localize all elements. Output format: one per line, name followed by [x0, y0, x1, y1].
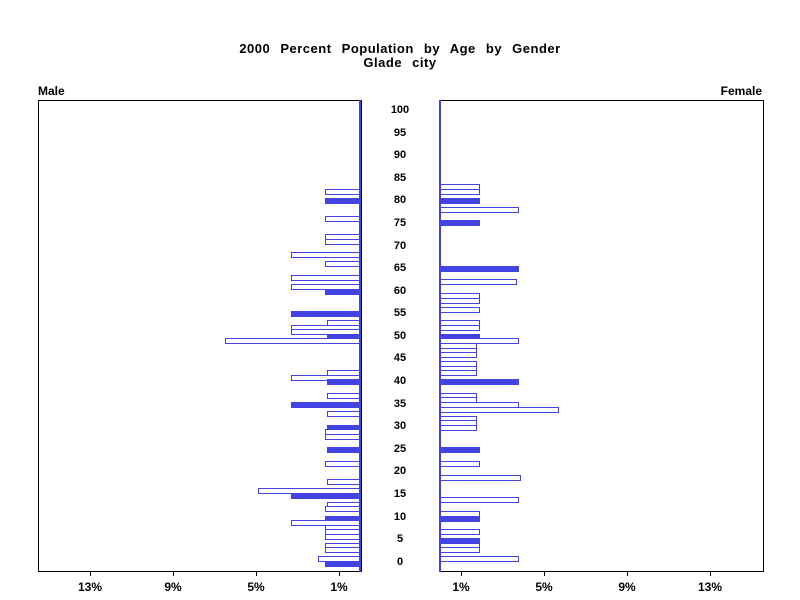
bar-female-age-52 — [440, 324, 480, 331]
bar-male-age-68 — [291, 252, 360, 259]
bar-male-age-12 — [325, 506, 360, 513]
age-tick-10: 10 — [393, 510, 407, 523]
age-tick-90: 90 — [393, 149, 407, 162]
bar-female-age-80 — [440, 197, 480, 204]
age-tick-85: 85 — [393, 171, 407, 184]
age-tick-100: 100 — [390, 104, 410, 116]
age-tick-50: 50 — [393, 329, 407, 342]
age-tick-75: 75 — [393, 216, 407, 229]
bar-male-age-25 — [327, 447, 360, 454]
bar-female-age-7 — [440, 529, 480, 536]
bar-male-age-66 — [325, 261, 360, 268]
age-tick-25: 25 — [393, 442, 407, 455]
bar-female-age-40 — [440, 379, 519, 386]
bar-male-age-49 — [225, 338, 360, 345]
bar-male-age-37 — [327, 392, 360, 399]
bar-male-age-28 — [325, 433, 360, 440]
pct-label-male-13: 13% — [77, 580, 103, 594]
pct-label-female-5: 5% — [535, 580, 553, 594]
age-tick-80: 80 — [393, 194, 407, 207]
bar-female-age-62 — [440, 279, 517, 286]
chart-subtitle: Glade city — [363, 55, 437, 70]
age-tick-45: 45 — [393, 352, 407, 365]
age-tick-15: 15 — [393, 487, 407, 500]
bar-male-age-80 — [325, 197, 360, 204]
bar-male-age-60 — [325, 288, 360, 295]
bar-female-age-58 — [440, 297, 480, 304]
bar-male-age-76 — [325, 215, 360, 222]
bar-male-age-51 — [291, 329, 360, 336]
bar-female-age-3 — [440, 547, 480, 554]
age-tick-70: 70 — [393, 239, 407, 252]
age-tick-35: 35 — [393, 397, 407, 410]
pct-label-female-1: 1% — [452, 580, 470, 594]
bar-female-age-75 — [440, 220, 480, 227]
bar-male-age-33 — [327, 411, 360, 418]
bar-female-age-82 — [440, 188, 480, 195]
bar-male-age-0 — [325, 560, 360, 567]
age-tick-40: 40 — [393, 375, 407, 388]
bar-female-age-1 — [440, 556, 519, 563]
age-tick-0: 0 — [396, 555, 404, 568]
bar-female-age-14 — [440, 497, 519, 504]
bar-male-age-55 — [291, 311, 360, 318]
bar-male-age-22 — [325, 461, 360, 468]
pct-tick-male-5 — [256, 571, 257, 576]
pct-label-male-5: 5% — [247, 580, 265, 594]
bar-female-age-65 — [440, 265, 519, 272]
pct-tick-female-5 — [544, 571, 545, 576]
female-panel-label: Female — [720, 84, 762, 98]
bar-male-age-18 — [327, 479, 360, 486]
chart-title: 2000 Percent Population by Age by Gender — [239, 41, 561, 56]
pct-tick-male-1 — [339, 571, 340, 576]
bar-male-age-41 — [291, 374, 360, 381]
bar-male-age-71 — [325, 238, 360, 245]
bar-female-age-34 — [440, 406, 559, 413]
pct-tick-female-13 — [710, 571, 711, 576]
bar-female-age-46 — [440, 352, 477, 359]
bar-female-age-78 — [440, 206, 519, 213]
pct-tick-male-13 — [90, 571, 91, 576]
bar-female-age-30 — [440, 424, 477, 431]
male-baseline-axis — [359, 100, 361, 572]
pct-tick-female-9 — [627, 571, 628, 576]
age-tick-55: 55 — [393, 307, 407, 320]
bar-female-age-42 — [440, 370, 477, 377]
bar-male-age-15 — [291, 492, 360, 499]
age-tick-20: 20 — [393, 465, 407, 478]
bar-male-age-3 — [325, 547, 360, 554]
pct-label-female-13: 13% — [697, 580, 723, 594]
bar-female-age-10 — [440, 515, 480, 522]
pct-tick-female-1 — [461, 571, 462, 576]
bar-male-age-40 — [327, 379, 360, 386]
age-tick-95: 95 — [393, 126, 407, 139]
pct-label-female-9: 9% — [618, 580, 636, 594]
age-tick-30: 30 — [393, 420, 407, 433]
male-panel — [38, 100, 362, 572]
bar-female-age-25 — [440, 447, 480, 454]
pct-label-male-9: 9% — [164, 580, 182, 594]
bar-female-age-19 — [440, 474, 521, 481]
pct-tick-male-9 — [173, 571, 174, 576]
bar-female-age-56 — [440, 306, 480, 313]
bar-female-age-22 — [440, 461, 480, 468]
female-panel — [440, 100, 764, 572]
pct-label-male-1: 1% — [330, 580, 348, 594]
bar-male-age-63 — [291, 274, 360, 281]
male-panel-label: Male — [38, 84, 65, 98]
bar-male-age-6 — [325, 533, 360, 540]
bar-male-age-82 — [325, 188, 360, 195]
age-tick-60: 60 — [393, 284, 407, 297]
age-tick-5: 5 — [396, 533, 404, 546]
bar-female-age-49 — [440, 338, 519, 345]
age-tick-65: 65 — [393, 262, 407, 275]
bar-male-age-35 — [291, 402, 360, 408]
